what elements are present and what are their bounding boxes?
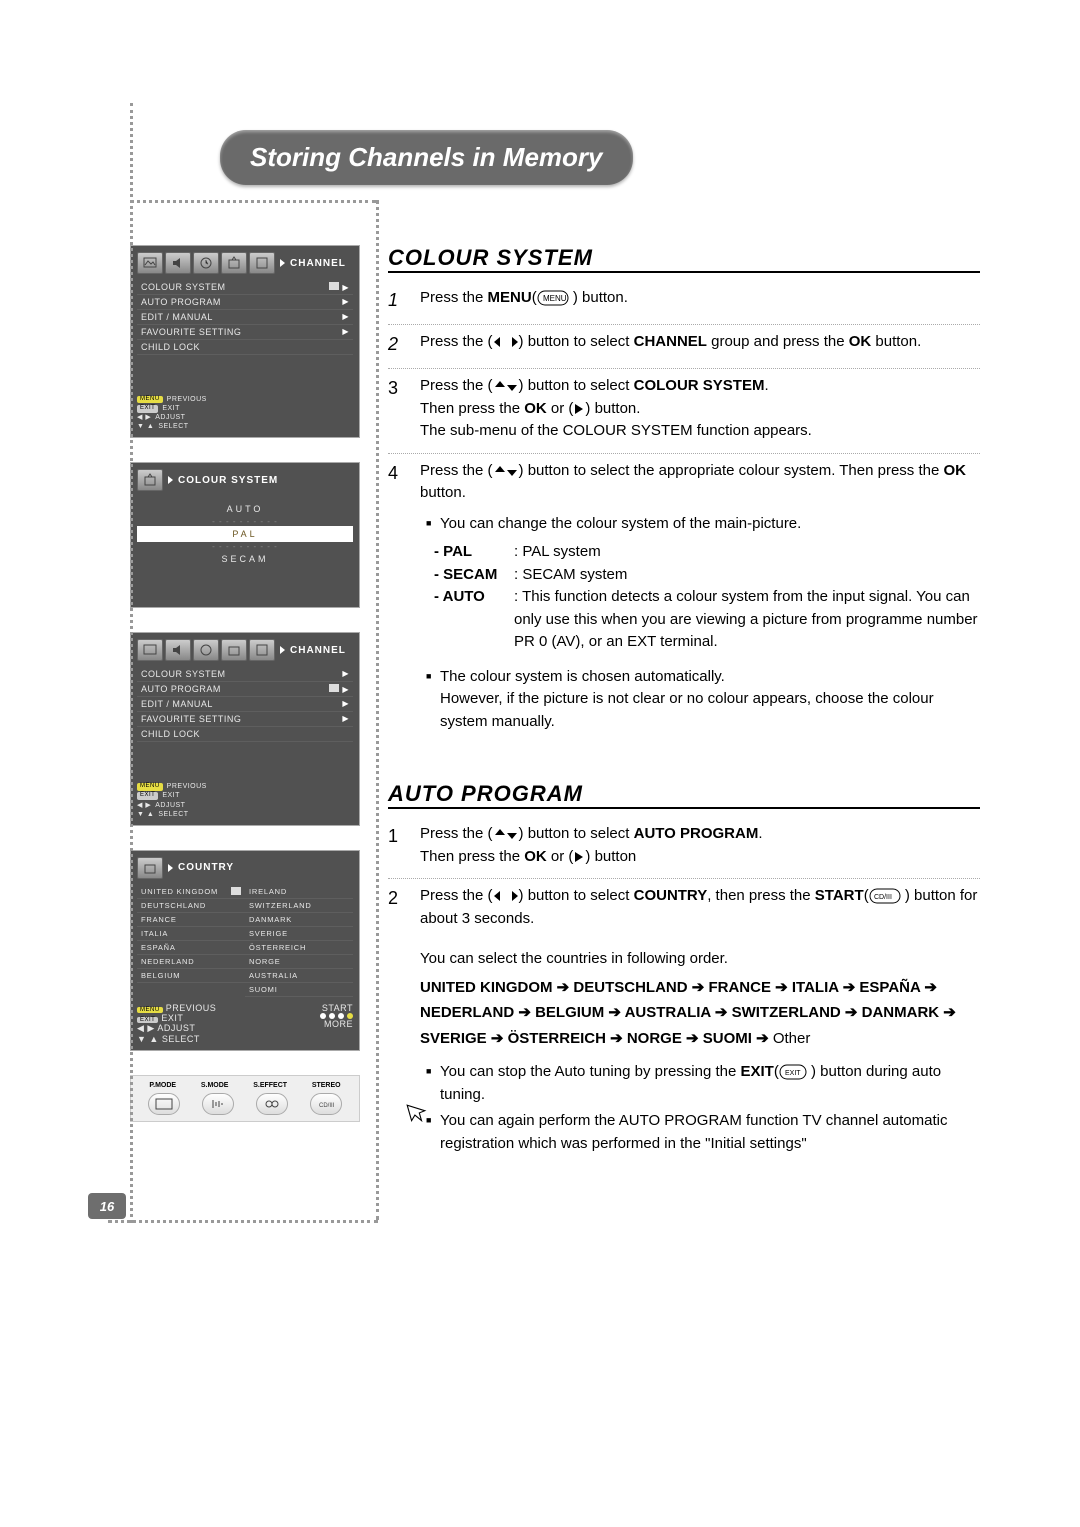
bullet: You can stop the Auto tuning by pressing… — [426, 1061, 980, 1106]
svg-text:CD/III: CD/III — [319, 1103, 335, 1109]
country-item: NEDERLAND — [137, 955, 245, 969]
tab-sound-icon — [165, 639, 191, 661]
right-arrow-icon — [573, 403, 585, 415]
country-chain: UNITED KINGDOM ➔ DEUTSCHLAND ➔ FRANCE ➔ … — [420, 975, 980, 1052]
tab-sound-icon — [165, 252, 191, 274]
osd-item: AUTO PROGRAM▶ — [137, 682, 353, 697]
osd-footer: MENU PREVIOUS EXIT EXIT ◀ ▶ ADJUST ▼ ▲ S… — [137, 1003, 353, 1044]
remote-label: STEREO — [312, 1082, 341, 1089]
bullet: You can again perform the AUTO PROGRAM f… — [426, 1110, 980, 1155]
country-item: ÖSTERREICH — [245, 941, 353, 955]
osd-option: SECAM — [137, 551, 353, 567]
cursor-icon — [405, 1103, 427, 1125]
remote-panel: P.MODE S.MODE S.EFFECT STEREO CD/III — [130, 1075, 360, 1122]
osd-item: COLOUR SYSTEM▶ — [137, 667, 353, 682]
osd-item: COLOUR SYSTEM▶ — [137, 280, 353, 295]
cd-button-icon: CD/III — [869, 888, 901, 904]
svg-text:EXIT: EXIT — [785, 1070, 801, 1077]
osd-item: EDIT / MANUAL▶ — [137, 697, 353, 712]
country-item: BELGIUM — [137, 969, 245, 983]
osd-crumb: CHANNEL — [290, 645, 346, 656]
tab-setup-icon — [249, 639, 275, 661]
osd-channel-1: CHANNEL COLOUR SYSTEM▶ AUTO PROGRAM▶ EDI… — [130, 245, 360, 438]
left-right-arrows-icon — [493, 890, 519, 902]
exit-button-icon: EXIT — [779, 1064, 807, 1080]
osd-footer: MENUPREVIOUS EXITEXIT ◀ ▶ADJUST ▼ ▲SELEC… — [137, 395, 353, 431]
page-number: 16 — [88, 1193, 126, 1219]
country-item: ESPAÑA — [137, 941, 245, 955]
tab-channel-icon — [137, 857, 163, 879]
remote-label: P.MODE — [149, 1082, 176, 1089]
country-item: DEUTSCHLAND — [137, 899, 245, 913]
country-item: NORGE — [245, 955, 353, 969]
osd-country: COUNTRY UNITED KINGDOM DEUTSCHLAND FRANC… — [130, 850, 360, 1051]
step-4: 4 Press the () button to select the appr… — [388, 453, 980, 748]
remote-label: S.MODE — [201, 1082, 229, 1089]
remote-label: S.EFFECT — [253, 1082, 287, 1089]
country-item: DANMARK — [245, 913, 353, 927]
left-right-arrows-icon — [493, 336, 519, 348]
tab-time-icon — [193, 252, 219, 274]
menu-button-icon: MENU — [537, 290, 569, 306]
osd-crumb: COLOUR SYSTEM — [178, 475, 278, 486]
bullet: You can change the colour system of the … — [426, 513, 980, 536]
tab-setup-icon — [249, 252, 275, 274]
country-item: SUOMI — [245, 983, 353, 997]
step-1: 1 Press the MENU(MENU ) button. — [388, 281, 980, 324]
tab-channel-icon — [221, 252, 247, 274]
osd-option: AUTO — [137, 501, 353, 517]
osd-crumb: COUNTRY — [178, 862, 234, 873]
left-column: CHANNEL COLOUR SYSTEM▶ AUTO PROGRAM▶ EDI… — [130, 245, 360, 1169]
osd-item: FAVOURITE SETTING▶ — [137, 325, 353, 340]
bullet: The colour system is chosen automaticall… — [426, 666, 980, 734]
osd-item: EDIT / MANUAL▶ — [137, 310, 353, 325]
country-item: SWITZERLAND — [245, 899, 353, 913]
osd-colour-system: COLOUR SYSTEM AUTO - - - - - - - - - - P… — [130, 462, 360, 608]
country-item: UNITED KINGDOM — [137, 885, 245, 899]
country-item: FRANCE — [137, 913, 245, 927]
tab-time-icon — [193, 639, 219, 661]
osd-item: CHILD LOCK — [137, 340, 353, 355]
remote-pmode-icon — [148, 1093, 180, 1115]
osd-channel-2: CHANNEL COLOUR SYSTEM▶ AUTO PROGRAM▶ EDI… — [130, 632, 360, 825]
up-down-arrows-icon — [493, 465, 519, 477]
osd-item: FAVOURITE SETTING▶ — [137, 712, 353, 727]
tab-picture-icon — [137, 252, 163, 274]
up-down-arrows-icon — [493, 828, 519, 840]
osd-footer: MENUPREVIOUS EXITEXIT ◀ ▶ADJUST ▼ ▲SELEC… — [137, 782, 353, 818]
step-ap-1: 1 Press the () button to select AUTO PRO… — [388, 817, 980, 878]
remote-seffect-icon — [256, 1093, 288, 1115]
tab-channel-icon — [221, 639, 247, 661]
tab-picture-icon — [137, 639, 163, 661]
country-item: SVERIGE — [245, 927, 353, 941]
osd-option-selected: PAL — [137, 526, 353, 542]
right-arrow-icon — [573, 851, 585, 863]
svg-text:MENU: MENU — [543, 294, 567, 303]
country-item: AUSTRALIA — [245, 969, 353, 983]
osd-item: AUTO PROGRAM▶ — [137, 295, 353, 310]
step-ap-2: 2 Press the () button to select COUNTRY,… — [388, 878, 980, 1169]
section-title-auto: AUTO PROGRAM — [388, 781, 980, 809]
osd-item: CHILD LOCK — [137, 727, 353, 742]
tab-channel-icon — [137, 469, 163, 491]
step-3: 3 Press the () button to select COLOUR S… — [388, 368, 980, 453]
definition-list: PAL: PAL system SECAM: SECAM system AUTO… — [434, 541, 980, 654]
osd-crumb: CHANNEL — [290, 258, 346, 269]
step-2: 2 Press the () button to select CHANNEL … — [388, 324, 980, 368]
remote-stereo-icon: CD/III — [310, 1093, 342, 1115]
svg-text:CD/III: CD/III — [874, 894, 892, 901]
section-title-colour: COLOUR SYSTEM — [388, 245, 980, 273]
country-item: ITALIA — [137, 927, 245, 941]
up-down-arrows-icon — [493, 380, 519, 392]
page-title: Storing Channels in Memory — [220, 130, 633, 185]
remote-smode-icon — [202, 1093, 234, 1115]
country-item: IRELAND — [245, 885, 353, 899]
